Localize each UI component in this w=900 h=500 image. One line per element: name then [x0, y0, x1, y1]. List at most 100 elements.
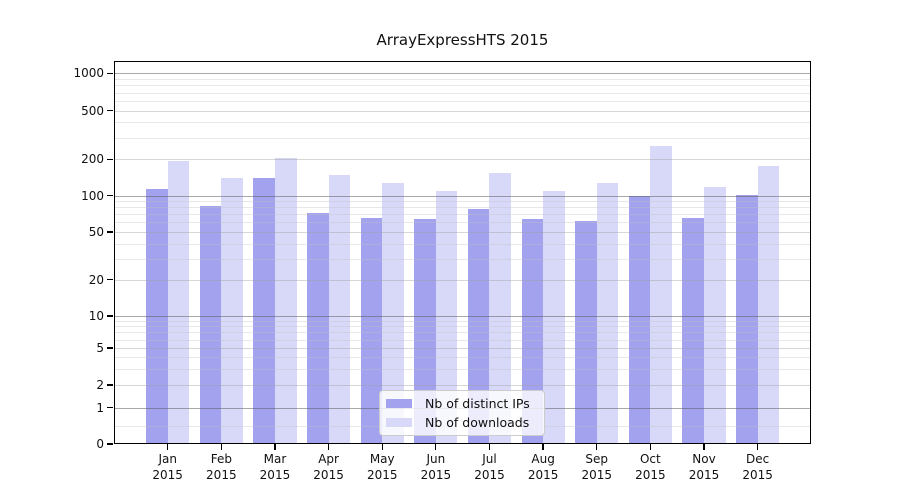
y-gridline-minor	[114, 326, 811, 328]
x-tick-year: 2015	[635, 467, 666, 482]
x-tick-month: May	[369, 452, 395, 466]
chart-title: ArrayExpressHTS 2015	[376, 31, 549, 49]
y-gridline-minor	[114, 214, 811, 216]
y-tick-mark	[107, 72, 113, 75]
bar-distinct-ips	[682, 217, 704, 444]
bar-distinct-ips	[199, 206, 222, 444]
bar-downloads	[650, 145, 672, 444]
y-tick-mark	[107, 347, 113, 349]
x-tick-year: 2015	[474, 467, 505, 482]
y-gridline-minor	[114, 222, 811, 224]
y-gridline-minor	[114, 92, 811, 94]
legend-swatch-downloads	[386, 417, 412, 428]
x-tick-year: 2015	[688, 467, 720, 482]
y-tick-mark	[107, 315, 113, 317]
y-gridline-minor	[114, 332, 811, 334]
x-tick-month: Sep	[585, 452, 609, 466]
bar-downloads	[489, 172, 512, 444]
legend: Nb of distinct IPs Nb of downloads	[379, 390, 545, 436]
y-gridline-major	[114, 195, 811, 197]
x-tick-mark	[649, 444, 652, 450]
x-tick-year: 2015	[366, 467, 398, 482]
y-tick-label: 2	[96, 378, 104, 393]
x-tick-label: Nov 2015	[672, 452, 736, 483]
legend-item-downloads: Nb of downloads	[380, 413, 544, 432]
x-tick-label: Jul 2015	[457, 452, 521, 483]
x-tick-mark	[274, 444, 276, 450]
y-gridline-minor	[114, 122, 811, 124]
x-tick-month: Jul	[482, 452, 497, 466]
y-gridline-minor	[114, 137, 811, 139]
y-gridline	[114, 279, 811, 281]
y-tick-mark	[107, 443, 113, 445]
legend-label-distinct-ips: Nb of distinct IPs	[425, 396, 530, 411]
bar-downloads	[274, 157, 297, 444]
y-tick-label: 100	[81, 188, 104, 203]
x-tick-year: 2015	[527, 467, 559, 482]
y-tick-mark	[107, 384, 113, 386]
bar-distinct-ips	[628, 195, 651, 444]
y-gridline	[114, 110, 811, 112]
x-tick-mark	[756, 444, 759, 450]
x-tick-mark	[703, 444, 705, 450]
x-tick-label: Oct 2015	[618, 452, 682, 483]
x-tick-month: Aug	[531, 452, 555, 466]
y-gridline	[114, 348, 811, 350]
x-tick-year: 2015	[420, 467, 452, 482]
y-tick-mark	[107, 109, 113, 112]
y-gridline-minor	[114, 339, 811, 341]
x-tick-month: Jan	[158, 452, 177, 466]
x-tick-label: Sep 2015	[565, 452, 629, 483]
y-gridline-major	[114, 316, 811, 317]
x-tick-year: 2015	[313, 467, 344, 482]
bar-downloads	[543, 190, 565, 444]
x-tick-mark	[167, 444, 169, 450]
y-tick-mark	[107, 158, 113, 160]
x-tick-year: 2015	[152, 467, 183, 482]
bar-downloads	[435, 190, 458, 444]
y-gridline	[114, 232, 811, 233]
x-tick-mark	[596, 444, 598, 450]
y-tick-label: 50	[88, 225, 104, 239]
bar-downloads	[328, 174, 351, 444]
y-gridline-major	[114, 73, 811, 75]
y-tick-mark	[107, 195, 113, 197]
y-gridline-minor	[114, 201, 811, 203]
y-tick-mark	[107, 406, 113, 409]
x-tick-month: Feb	[210, 452, 232, 466]
bar-distinct-ips	[575, 220, 597, 444]
y-gridline	[114, 159, 811, 161]
x-tick-month: Nov	[692, 452, 716, 466]
bar-distinct-ips	[521, 219, 544, 444]
x-tick-label: Mar 2015	[243, 452, 307, 483]
y-gridline-minor	[114, 207, 811, 209]
y-gridline-minor	[114, 320, 811, 322]
bar-distinct-ips	[414, 219, 436, 444]
bar-distinct-ips	[736, 194, 758, 444]
bar-distinct-ips	[253, 178, 275, 444]
x-tick-month: Jun	[426, 452, 446, 466]
x-tick-mark	[542, 444, 544, 450]
y-tick-mark	[107, 279, 113, 281]
bar-distinct-ips	[360, 217, 383, 444]
x-tick-year: 2015	[581, 467, 612, 482]
y-tick-mark	[107, 231, 113, 233]
y-gridline	[114, 385, 811, 387]
y-tick-label: 1000	[73, 66, 104, 81]
y-tick-label: 10	[88, 309, 104, 323]
bar-downloads	[757, 165, 780, 444]
x-tick-month: Mar	[263, 452, 287, 466]
y-tick-label: 20	[88, 272, 104, 287]
bar-downloads	[382, 183, 404, 444]
x-tick-mark	[488, 444, 491, 450]
x-tick-label: May 2015	[350, 452, 414, 483]
y-tick-label: 0	[96, 437, 104, 451]
x-tick-label: Dec 2015	[726, 452, 790, 483]
legend-label-downloads: Nb of downloads	[425, 415, 530, 430]
y-gridline-minor	[114, 243, 811, 245]
x-tick-year: 2015	[206, 467, 237, 482]
x-tick-label: Jan 2015	[136, 452, 200, 483]
bar-downloads	[596, 183, 619, 444]
x-tick-mark	[381, 444, 383, 450]
